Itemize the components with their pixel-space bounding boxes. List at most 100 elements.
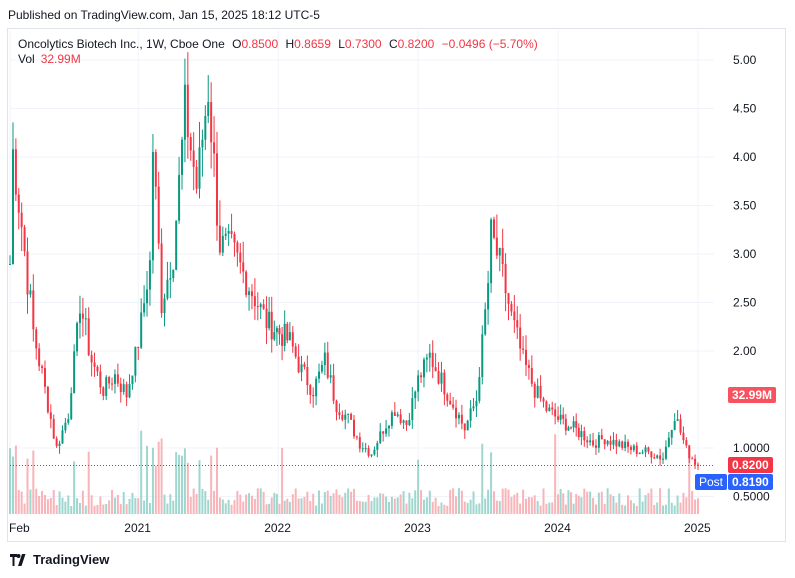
volume-bar [586,491,589,514]
volume-bar [431,501,434,514]
candle-body [694,458,697,465]
candle-body [245,271,248,295]
time-axis: Feb 2021 2022 2023 2024 2025 [9,521,711,535]
volume-bar [253,498,256,514]
candle-body [300,364,303,373]
candle-body [204,115,207,140]
candle-body [460,414,463,424]
candle-body [586,440,589,443]
candle-body [35,329,38,349]
volume-bar [61,497,64,514]
candle-body [621,441,624,448]
volume-bar [487,489,490,514]
candle-body [148,260,151,290]
candle-body [140,312,143,348]
chart-frame[interactable] [7,28,786,542]
candle-body [609,440,612,445]
candle-body [364,448,367,450]
volume-bar [64,501,67,514]
candle-body [275,328,278,333]
volume-bar [385,496,388,514]
candle-body [402,420,405,423]
candle-body [186,84,189,138]
candle-body [527,364,530,368]
volume-bar [38,495,41,514]
candle-body [227,231,230,234]
candle-body [376,442,379,450]
volume-bar [358,500,361,514]
candle-body [78,313,81,324]
y-tick-label: 5.00 [733,53,757,67]
volume-bar [664,504,667,514]
volume-bar [688,447,691,514]
candle-body [501,247,504,265]
published-caption: Published on TradingView.com, Jan 15, 20… [8,8,320,22]
volume-label: Vol [18,52,35,66]
volume-bar [635,505,638,514]
candle-body [676,419,679,421]
candle-body [84,318,87,320]
candle-body [303,364,306,367]
candle-body [618,441,621,447]
candle-body [431,352,434,368]
candle-body [143,303,146,313]
candle-body [52,418,55,439]
candle-body [338,412,341,416]
candle-body [90,355,93,363]
volume-bar [527,496,530,514]
candle-body [283,323,286,346]
volume-bar [215,447,218,514]
volume-bar [84,505,87,514]
volume-bar [583,488,586,514]
volume-bar [367,494,370,514]
volume-bar [510,496,513,514]
volume-bar [87,451,90,514]
volume-bar [181,455,183,514]
candle-body [396,414,399,416]
candle-body [270,311,273,340]
volume-price-tag: 32.99M [728,387,777,403]
candle-body [46,386,49,413]
candle-body [417,375,420,392]
candle-body [659,455,662,460]
candle-body [96,366,99,372]
volume-bar [609,494,612,514]
candle-body [160,243,163,314]
volume-bar [522,489,525,514]
candle-body [554,409,557,417]
volume-bar [575,494,578,514]
volume-bar [143,500,146,514]
candle-body [405,420,408,425]
volume-bar [341,497,344,514]
candle-body [379,431,382,443]
candle-body [548,407,551,411]
volume-bar [670,502,673,514]
candle-body [151,151,154,261]
volume-bar [119,504,122,514]
x-tick-label: 2023 [404,521,431,535]
volume-bar [600,491,603,514]
candle-body [116,374,119,384]
candle-body [291,332,294,347]
volume-bar [440,502,443,514]
candle-body [175,220,178,270]
volume-bar [201,488,204,514]
volume-bar [682,492,685,514]
volume-bar [29,489,32,514]
candle-body [632,445,635,450]
volume-bar [536,501,539,514]
candle-body [329,375,332,378]
volume-bar [685,497,688,514]
volume-bar [638,488,641,514]
footer-brand[interactable]: TradingView [10,552,109,567]
volume-bar [446,505,449,514]
volume-bar [425,497,428,514]
candle-body [449,400,452,405]
volume-bar [490,452,493,514]
candle-body [41,366,44,369]
candle-body [73,351,76,394]
volume-bar [484,498,487,514]
candle-body [198,147,201,189]
volume-bar [460,490,463,514]
